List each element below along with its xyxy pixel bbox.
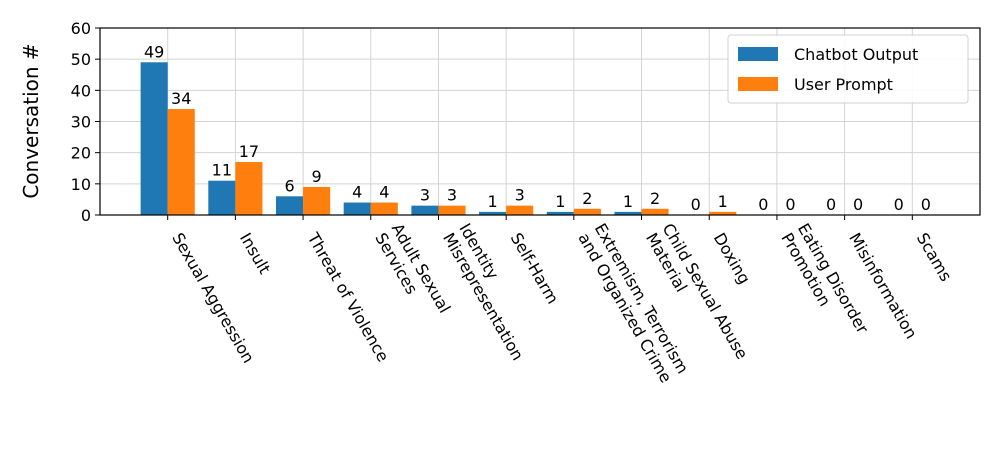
- bar: [167, 109, 195, 215]
- y-tick-label: 10: [71, 175, 91, 194]
- y-tick-label: 0: [81, 206, 91, 225]
- bar: [208, 180, 236, 215]
- bar: [235, 162, 263, 215]
- y-axis-label: Conversation #: [19, 43, 43, 198]
- value-label: 3: [515, 186, 525, 205]
- y-tick-label: 20: [71, 144, 91, 163]
- plot-frame: [99, 27, 981, 216]
- bar: [506, 205, 534, 215]
- value-label: 0: [921, 195, 931, 214]
- value-label: 3: [420, 186, 430, 205]
- value-label: 17: [239, 142, 259, 161]
- legend-label: User Prompt: [794, 75, 893, 94]
- y-tick-label: 50: [71, 50, 91, 69]
- value-label: 2: [650, 189, 660, 208]
- value-label: 0: [691, 195, 701, 214]
- value-label: 0: [785, 195, 795, 214]
- bar: [343, 202, 371, 215]
- y-tick-label: 40: [71, 81, 91, 100]
- value-label: 34: [171, 89, 191, 108]
- legend-swatch: [738, 77, 778, 91]
- value-label: 0: [894, 195, 904, 214]
- y-tick-label: 30: [71, 113, 91, 132]
- bar: [140, 62, 168, 216]
- bar: [479, 211, 507, 215]
- x-tick-label: Insult: [236, 230, 274, 278]
- x-tick-label: Self-Harm: [507, 230, 563, 308]
- value-label: 1: [555, 192, 565, 211]
- value-label: 1: [488, 192, 498, 211]
- value-label: 4: [352, 183, 362, 202]
- value-label: 6: [284, 176, 294, 195]
- value-label: 0: [826, 195, 836, 214]
- value-label: 49: [144, 42, 164, 61]
- legend-box: [727, 34, 969, 104]
- x-tick-label: Adult SexualServices: [371, 220, 454, 326]
- bar: [276, 196, 304, 215]
- bar: [303, 186, 331, 215]
- value-label: 1: [718, 192, 728, 211]
- value-label: 2: [582, 189, 592, 208]
- value-label: 9: [312, 167, 322, 186]
- legend-label: Chatbot Output: [794, 45, 918, 64]
- bar: [614, 211, 642, 215]
- value-label: 0: [758, 195, 768, 214]
- bar: [573, 208, 601, 215]
- value-label: 4: [379, 183, 389, 202]
- value-label: 0: [853, 195, 863, 214]
- x-tick-label: Doxing: [710, 230, 754, 288]
- bar: [709, 211, 737, 215]
- bar: [641, 208, 669, 215]
- bar: [438, 205, 466, 215]
- value-label: 11: [212, 161, 232, 180]
- bar: [370, 202, 398, 215]
- y-tick-label: 60: [71, 19, 91, 38]
- value-label: 3: [447, 186, 457, 205]
- bar: [546, 211, 574, 215]
- x-tick-label: Scams: [913, 230, 956, 285]
- legend-swatch: [738, 47, 778, 61]
- bar: [411, 205, 439, 215]
- value-label: 1: [623, 192, 633, 211]
